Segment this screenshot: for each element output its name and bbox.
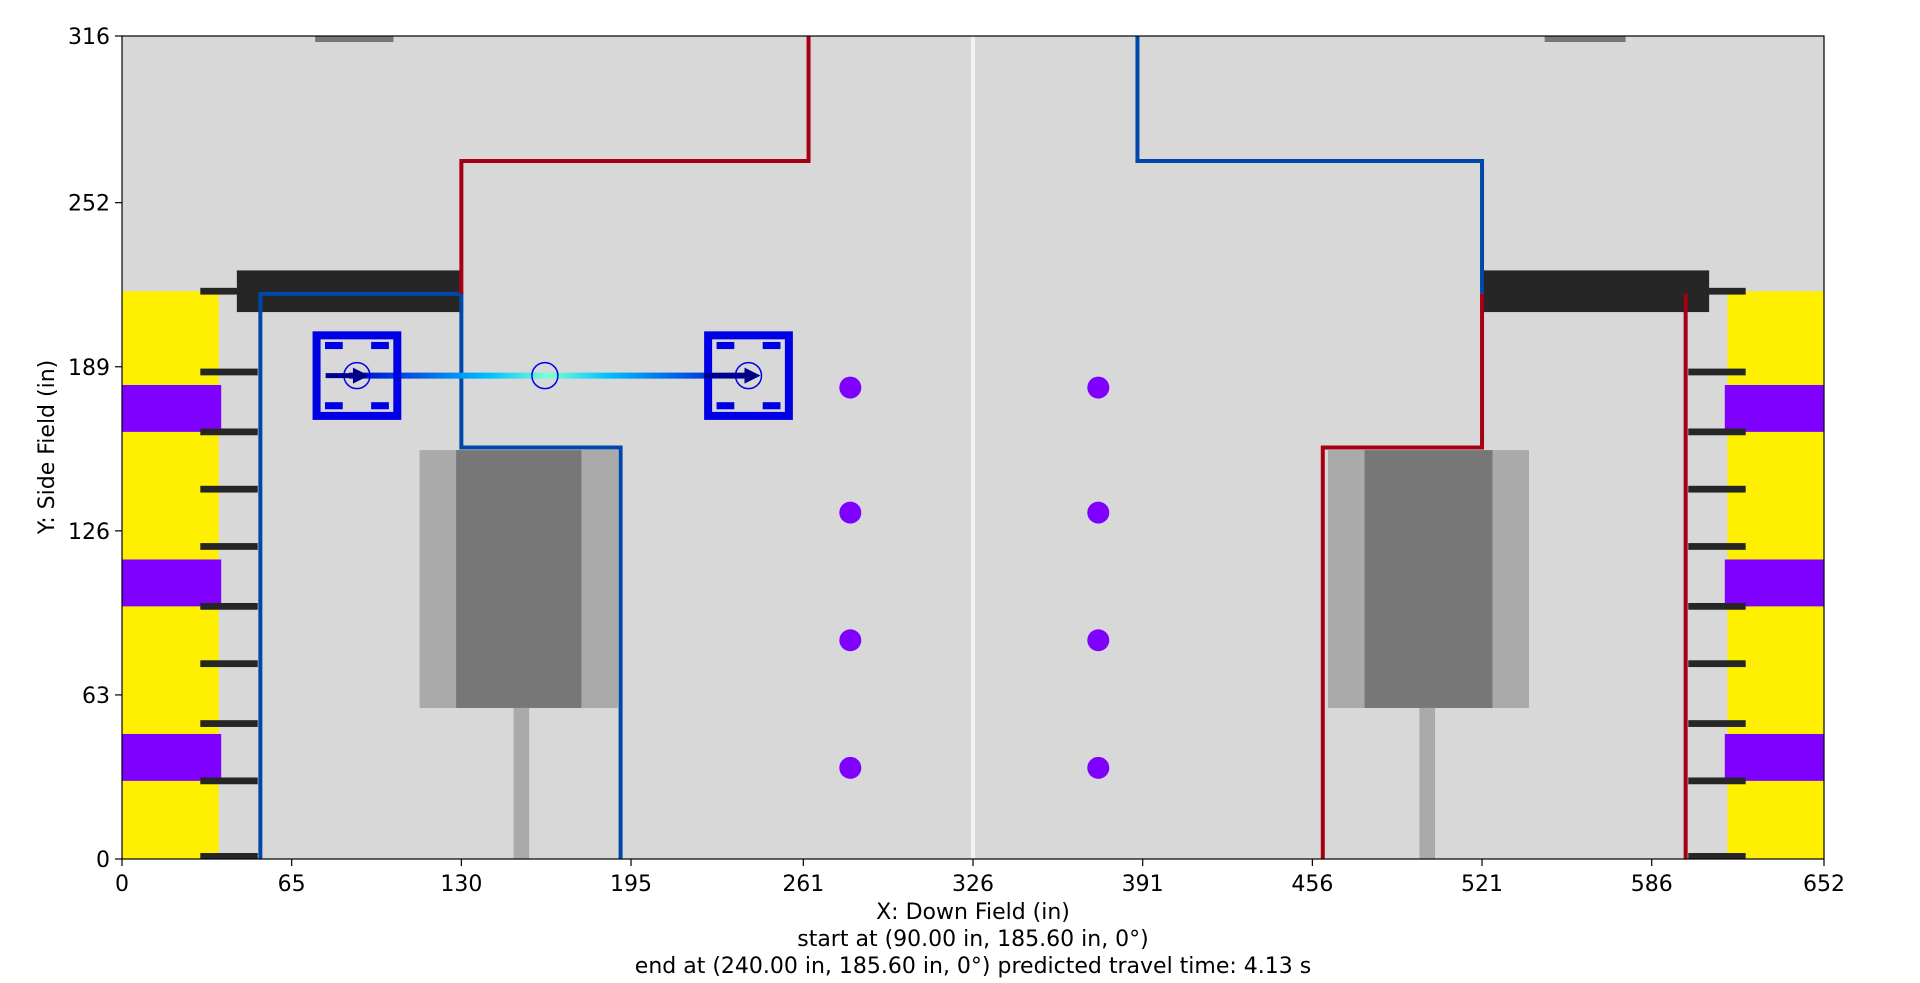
left-purple-band-1 [122, 559, 222, 607]
scoring-piece-0 [839, 376, 862, 399]
robot-start-heading-arrow [352, 367, 369, 384]
right-rung-5 [1688, 543, 1746, 550]
left-rung-2 [200, 720, 258, 727]
marks-layer [312, 331, 1110, 779]
left-rung-7 [200, 428, 258, 436]
robot-start-wheel-0 [324, 341, 343, 350]
scoring-piece-6 [839, 756, 862, 779]
y-tick-label-1: 63 [82, 684, 110, 709]
robot-start-wheel-3 [371, 402, 389, 410]
left-rung-9 [200, 287, 258, 295]
robot-end-heading-arrow [744, 367, 761, 384]
robot-end-wheel-0 [716, 341, 735, 350]
red-zone-left-boundary [459, 36, 811, 294]
top-mark-0 [315, 36, 394, 42]
x-tick-label-2: 130 [440, 872, 482, 897]
left-dark-bar [236, 270, 462, 313]
right-platform-inner [1364, 450, 1493, 708]
left-rung-6 [200, 485, 258, 493]
left-rung-3 [200, 660, 258, 668]
scoring-piece-1 [1087, 376, 1110, 399]
left-rung-4 [200, 602, 258, 610]
robot-end-wheel-1 [762, 341, 781, 350]
field-layer [122, 36, 1824, 859]
right-rung-3 [1688, 660, 1746, 668]
scoring-piece-7 [1087, 756, 1110, 779]
right-purple-band-2 [1724, 384, 1824, 432]
x-tick-label-6: 391 [1122, 872, 1164, 897]
scoring-piece-3 [1087, 501, 1110, 524]
path-midpoint-marker [531, 361, 559, 390]
x-tick-label-7: 456 [1291, 872, 1333, 897]
robot-start-frame [312, 331, 402, 420]
trajectory-path [349, 372, 749, 379]
y-tick-label-3: 189 [68, 356, 110, 381]
right-rung-8 [1688, 368, 1746, 376]
right-rung-4 [1688, 602, 1746, 610]
right-purple-band-1 [1724, 559, 1824, 607]
axes-layer: 0 65 130 195 261 326 391 456 521 586 652 0 63 126 189 2… [68, 25, 1845, 897]
robot-start [312, 331, 402, 420]
x-tick-label-1: 65 [278, 872, 306, 897]
left-rung-8 [200, 368, 258, 376]
robot-end-wheel-2 [716, 402, 735, 410]
left-rung-1 [200, 777, 258, 785]
scoring-piece-2 [839, 501, 862, 524]
right-rung-2 [1688, 720, 1746, 727]
x-axis-title: X: Down Field (in) [876, 900, 1070, 925]
left-purple-band-2 [122, 384, 222, 432]
top-mark-1 [1544, 36, 1626, 42]
x-tick-label-9: 586 [1631, 872, 1673, 897]
right-platform-stem [1419, 707, 1436, 859]
right-rung-1 [1688, 777, 1746, 785]
blue-zone-left-boundary [258, 291, 623, 859]
x-tick-label-3: 195 [610, 872, 652, 897]
x-tick-label-8: 521 [1461, 872, 1503, 897]
right-rung-9 [1688, 287, 1746, 295]
left-platform-inner [456, 450, 582, 708]
caption-line-start: start at (90.00 in, 185.60 in, 0°) [797, 927, 1149, 952]
left-platform-stem [513, 707, 530, 859]
scoring-piece-4 [839, 629, 862, 652]
left-rung-0 [200, 853, 258, 859]
robot-start-wheel-2 [324, 402, 343, 410]
blue-zone-right-boundary [1135, 36, 1485, 294]
y-tick-label-4: 252 [68, 192, 110, 217]
y-axis-title: Y: Side Field (in) [35, 360, 60, 536]
x-tick-label-0: 0 [115, 872, 129, 897]
x-tick-label-4: 261 [782, 872, 824, 897]
scoring-piece-5 [1087, 629, 1110, 652]
x-tick-label-5: 326 [952, 872, 994, 897]
y-tick-label-5: 316 [68, 25, 110, 50]
right-rung-0 [1688, 853, 1746, 859]
left-purple-band-0 [122, 733, 222, 781]
caption-line-end: end at (240.00 in, 185.60 in, 0°) predic… [635, 954, 1311, 979]
right-rung-7 [1688, 428, 1746, 436]
y-tick-label-2: 126 [68, 520, 110, 545]
red-zone-right-boundary [1320, 293, 1485, 859]
right-purple-band-0 [1724, 733, 1824, 781]
left-rung-5 [200, 543, 258, 550]
x-tick-label-10: 652 [1803, 872, 1845, 897]
right-dark-bar [1482, 270, 1710, 313]
robot-start-wheel-1 [371, 341, 389, 350]
y-tick-label-0: 0 [96, 848, 110, 873]
right-rung-6 [1688, 485, 1746, 493]
robot-end-wheel-3 [762, 402, 781, 410]
